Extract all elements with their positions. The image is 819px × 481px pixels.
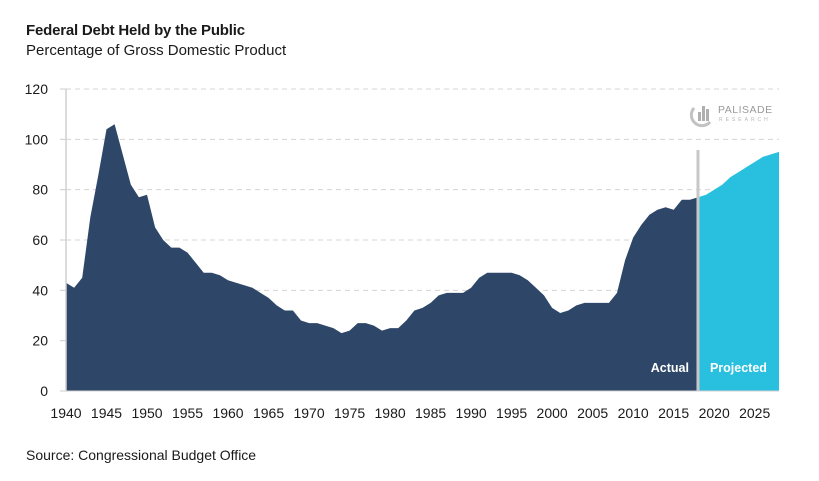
y-tick-label: 40 xyxy=(32,282,48,298)
x-tick-label: 1985 xyxy=(415,405,446,421)
y-tick-label: 20 xyxy=(32,333,48,349)
x-tick-labels: 1940 1945 1950 1955 1960 1965 1970 1975 1980 1985… xyxy=(50,405,770,421)
x-tick-label: 1995 xyxy=(496,405,527,421)
area-projected xyxy=(697,151,779,391)
area-series xyxy=(66,124,779,391)
area-actual xyxy=(66,124,698,391)
actual-label: Actual xyxy=(651,361,689,375)
x-tick-label: 2010 xyxy=(618,405,649,421)
x-tick-label: 1960 xyxy=(212,405,243,421)
y-tick-label: 60 xyxy=(32,232,48,248)
y-tick-label: 100 xyxy=(25,131,49,147)
x-tick-label: 2005 xyxy=(577,405,608,421)
x-tick-label: 2025 xyxy=(739,405,770,421)
x-tick-label: 1980 xyxy=(375,405,406,421)
source-note: Source: Congressional Budget Office xyxy=(26,447,257,463)
y-tick-label: 0 xyxy=(40,383,48,399)
x-tick-label: 1965 xyxy=(253,405,284,421)
logo-name: PALISADE xyxy=(718,104,773,116)
x-tick-label: 2020 xyxy=(699,405,730,421)
y-tick-label: 80 xyxy=(32,182,48,198)
x-tick-label: 2015 xyxy=(658,405,689,421)
x-tick-label: 1990 xyxy=(456,405,487,421)
axes xyxy=(60,88,779,392)
x-tick-label: 1970 xyxy=(293,405,324,421)
palisade-logo-icon xyxy=(689,106,712,128)
annotations: Actual Projected xyxy=(651,150,767,391)
x-tick-label: 1955 xyxy=(172,405,203,421)
projected-label: Projected xyxy=(710,361,767,375)
x-tick-label: 1975 xyxy=(334,405,365,421)
x-tick-label: 1940 xyxy=(50,405,81,421)
x-tick-label: 2000 xyxy=(537,405,568,421)
chart-subtitle: Percentage of Gross Domestic Product xyxy=(26,42,287,59)
x-tick-label: 1950 xyxy=(131,405,162,421)
y-tick-labels: 0 20 40 60 80 100 120 xyxy=(25,81,49,399)
logo-sub: RESEARCH xyxy=(719,117,771,123)
chart-title: Federal Debt Held by the Public xyxy=(26,22,245,39)
y-tick-label: 120 xyxy=(25,81,49,97)
palisade-logo: PALISADE RESEARCH xyxy=(688,100,788,130)
x-tick-label: 1945 xyxy=(91,405,122,421)
